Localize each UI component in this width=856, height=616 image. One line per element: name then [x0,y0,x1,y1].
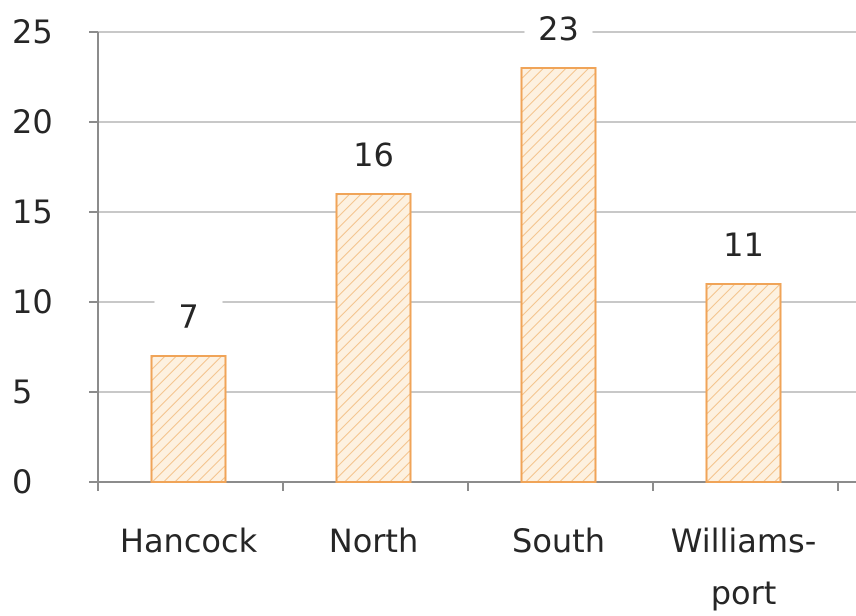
x-tick-label: Williams-port [671,522,817,612]
bar [335,193,412,483]
data-label: 7 [178,298,198,336]
bar [150,355,227,483]
y-tick-label: 20 [12,103,53,141]
y-tick-label: 5 [12,373,32,411]
labels: 0 5 10 15 20 25 7 Hancock 16 North 23 South 11 Willia… [12,10,816,612]
data-label: 16 [353,136,394,174]
data-label-bg [154,298,223,338]
bars [150,67,782,483]
bar [520,67,597,483]
data-label-bg [339,136,408,176]
y-tick-label: 15 [12,193,53,231]
y-tick-label: 0 [12,463,32,501]
x-tick-label: North [329,522,419,560]
data-label: 11 [723,226,764,264]
y-tick-label: 10 [12,283,53,321]
x-tick-label: Hancock [120,522,258,560]
x-tick-label: South [512,522,605,560]
data-label-bg [709,226,778,266]
data-label-bg [524,10,593,50]
bar [705,283,782,483]
y-tick-label: 25 [12,13,53,51]
data-label: 23 [538,10,579,48]
